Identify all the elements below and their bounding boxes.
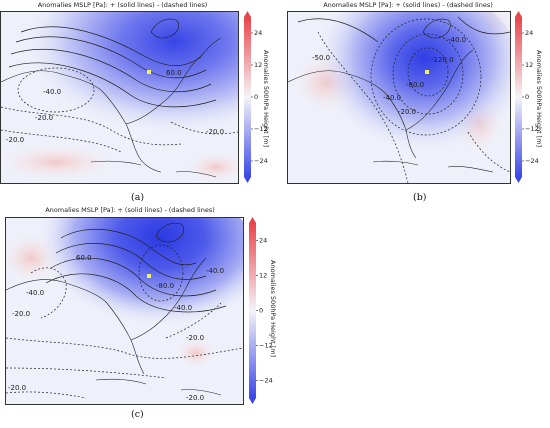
panel-a-caption: (a) — [131, 192, 145, 203]
colorbar-extend-max — [515, 11, 522, 17]
contour-label: -40.0 — [26, 289, 44, 297]
colorbar-tick-label: 24 — [254, 29, 262, 37]
colorbar-extend-min — [515, 177, 522, 183]
panel-a-colorbar: 24 12 0 −12 −24 — [244, 11, 274, 183]
colorbar-tick-label: −12 — [525, 125, 539, 133]
panel-b-colorbar-label: Anomalies 500hPa Height [m] — [535, 50, 543, 148]
colorbar-tick-label: 24 — [525, 29, 533, 37]
colorbar-extend-max — [249, 217, 256, 223]
contour-label: -40.0 — [174, 304, 192, 312]
contour-label: -20.0 — [6, 136, 24, 144]
contour-label: 60.0 — [76, 254, 92, 262]
contour-label: -20.0 — [186, 394, 204, 402]
contour-label: -20.0 — [398, 108, 416, 116]
panel-c-colorbar-label: Anomalies 500hPa Height [m] — [269, 260, 277, 358]
contour-label: -20.0 — [186, 334, 204, 342]
panel-a-title: Anomalies MSLP [Pa]: + (solid lines) - (… — [37, 1, 208, 9]
colorbar-gradient — [249, 223, 256, 398]
colorbar-gradient — [515, 17, 522, 177]
colorbar-tick-label: −12 — [259, 342, 273, 350]
panel-b-caption: (b) — [413, 192, 427, 203]
storm-marker — [147, 274, 151, 278]
colorbar-tick-label: −24 — [525, 157, 539, 165]
panel-c-colorbar: 24 12 0 −12 −24 — [249, 217, 279, 404]
contour-label: -50.0 — [312, 54, 330, 62]
colorbar-tick-label: 0 — [525, 93, 529, 101]
contour-label: -40.0 — [43, 88, 61, 96]
contour-label: -120.0 — [431, 56, 454, 64]
contour-label: -40.0 — [206, 267, 224, 275]
colorbar: 24 12 0 −12 −24 — [249, 217, 273, 404]
coastline — [6, 222, 222, 396]
mslp-positive-contours — [45, 228, 227, 313]
colorbar-tick-label: 12 — [525, 61, 533, 69]
contour-label: 60.0 — [166, 69, 182, 77]
contour-label: -20.0 — [35, 114, 53, 122]
panel-c-title: Anomalies MSLP [Pa]: + (solid lines) - (… — [45, 206, 215, 214]
mslp-positive-contours — [297, 16, 510, 43]
contour-label: -40.0 — [383, 94, 401, 102]
contour-label: -80.0 — [156, 282, 174, 290]
contour-label: -20.0 — [8, 384, 26, 392]
coastline — [1, 18, 222, 178]
colorbar-extend-min — [249, 398, 256, 404]
panel-b-title: Anomalies MSLP [Pa]: + (solid lines) - (… — [323, 1, 493, 9]
colorbar-tick-label: −24 — [259, 377, 273, 385]
panel-a: Anomalies MSLP [Pa]: + (solid lines) - (… — [0, 0, 275, 205]
colorbar-extend-min — [244, 177, 251, 183]
panel-c: Anomalies MSLP [Pa]: + (solid lines) - (… — [0, 200, 290, 428]
colorbar-tick-label: 0 — [254, 93, 258, 101]
storm-marker — [425, 70, 429, 74]
colorbar-tick-label: 12 — [259, 272, 267, 280]
mslp-negative-contours — [317, 18, 510, 183]
colorbar-tick-label: −24 — [254, 157, 268, 165]
mslp-negative-contours — [1, 67, 238, 153]
contour-label: -80.0 — [406, 81, 424, 89]
panel-c-caption: (c) — [131, 409, 144, 420]
mslp-negative-contours — [6, 244, 243, 399]
panel-b: Anomalies MSLP [Pa]: + (solid lines) - (… — [287, 0, 550, 205]
colorbar-gradient — [244, 17, 251, 177]
storm-marker — [147, 70, 151, 74]
panel-a-colorbar-label: Anomalies 500hPa Height [m] — [262, 50, 270, 148]
contour-label: -20.0 — [12, 310, 30, 318]
colorbar-extend-max — [244, 11, 251, 17]
colorbar-tick-label: 0 — [259, 307, 263, 315]
panel-a-map: 60.0 -40.0 -20.0 -20.0 -20.0 — [0, 11, 239, 184]
contour-label: -20.0 — [206, 128, 224, 136]
panel-b-map: -50.0 -40.0 -20.0 -80.0 -120.0 -40.0 — [287, 11, 511, 184]
panel-c-map: 60.0 -40.0 -80.0 -40.0 -20.0 -20.0 -20.0… — [5, 217, 244, 405]
panel-b-colorbar: 24 12 0 −12 −24 — [515, 11, 545, 183]
colorbar-tick-label: 12 — [254, 61, 262, 69]
mslp-positive-contours — [8, 26, 217, 108]
colorbar: 24 12 0 −12 −24 — [515, 11, 539, 183]
colorbar-tick-label: 24 — [259, 237, 267, 245]
contour-label: -40.0 — [448, 36, 466, 44]
colorbar-tick-label: −12 — [254, 125, 268, 133]
coastline — [288, 18, 494, 173]
colorbar: 24 12 0 −12 −24 — [244, 11, 268, 183]
